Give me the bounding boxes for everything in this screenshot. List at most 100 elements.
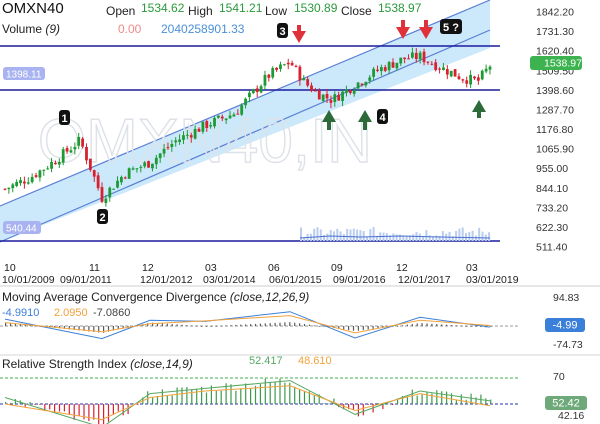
- up-arrow-icon[interactable]: [472, 100, 486, 118]
- rsi-histogram: [5, 378, 492, 424]
- rsi-histogram-bar: [117, 404, 119, 412]
- macd-histogram-bar: [289, 322, 291, 326]
- rsi-histogram-bar: [88, 404, 90, 422]
- volume-bar: [478, 227, 481, 241]
- candle-body: [422, 51, 426, 63]
- rsi-histogram-bar: [235, 390, 237, 404]
- candle-body: [131, 168, 135, 170]
- macd-histogram-bar: [250, 324, 252, 326]
- candle-body: [411, 52, 414, 58]
- price-axis-label: 1620.40: [536, 46, 574, 58]
- macd-histogram-bar: [357, 326, 359, 331]
- volume-bar: [428, 235, 431, 241]
- macd-histogram-bar: [181, 324, 183, 326]
- rsi-value-badge-text: 52.42: [552, 398, 580, 410]
- candle-body: [147, 161, 150, 168]
- rsi-histogram-bar: [289, 382, 291, 404]
- macd-histogram-bar: [103, 326, 105, 333]
- macd-histogram-bar: [338, 326, 340, 329]
- volume-bar: [375, 235, 378, 241]
- macd-histogram-bar: [225, 325, 227, 327]
- macd-histogram-bar: [9, 323, 12, 326]
- rsi-histogram-bar: [475, 397, 477, 404]
- candle-body: [50, 161, 53, 169]
- rsi-histogram-bar: [250, 388, 252, 404]
- candle-body: [310, 85, 313, 92]
- rsi-histogram-bar: [83, 404, 85, 420]
- candle-body: [275, 67, 278, 70]
- price-axis[interactable]: 1842.201731.301620.401509.501398.601287.…: [536, 7, 574, 254]
- rsi-histogram-bar: [93, 404, 95, 420]
- rsi-histogram-bar: [294, 386, 296, 404]
- candle-body: [30, 176, 34, 183]
- candle-body: [453, 69, 457, 77]
- volume-bar: [468, 231, 471, 241]
- down-arrow-icon[interactable]: [396, 20, 410, 39]
- level-badge-upper: [3, 67, 45, 80]
- candle-body: [414, 52, 418, 60]
- macd-histogram-bar: [490, 326, 492, 327]
- macd-histogram-bar: [367, 326, 369, 330]
- macd-histogram-bar: [186, 325, 188, 326]
- rsi-histogram-bar: [460, 394, 462, 404]
- macd-histogram-bar: [83, 326, 85, 331]
- rsi-histogram-bar: [279, 378, 281, 404]
- macd-histogram-bar: [416, 323, 418, 326]
- candle-body: [329, 100, 333, 103]
- macd-histogram-bar: [406, 324, 408, 326]
- price-axis-label: 1731.30: [536, 26, 574, 38]
- channel-lower-line[interactable]: [0, 29, 491, 243]
- up-arrow-icon[interactable]: [358, 110, 372, 130]
- macd-histogram-bar: [254, 323, 257, 326]
- rsi-histogram-bar: [29, 402, 31, 404]
- macd-histogram-bar: [63, 326, 65, 329]
- wave-label-2[interactable]: 2: [97, 209, 108, 224]
- candle-body: [151, 163, 154, 169]
- rsi-histogram-bar: [284, 382, 286, 404]
- macd-histogram-bar: [24, 324, 26, 326]
- date-axis-top-label: 03: [466, 262, 478, 274]
- price-axis-label: 511.40: [536, 242, 567, 254]
- date-axis[interactable]: 10 11 12 03 06 09 12 03 10/01/2009 09/01/2011 12/0…: [2, 262, 519, 286]
- rsi-histogram-bar: [401, 396, 404, 404]
- candle-body: [457, 76, 461, 80]
- candle-body: [185, 134, 189, 136]
- up-arrow-icon[interactable]: [322, 110, 336, 130]
- candle-body: [224, 118, 228, 121]
- down-arrow-icon[interactable]: [419, 20, 433, 39]
- rsi-histogram-bar: [166, 395, 168, 404]
- macd-histogram-bar: [73, 326, 75, 330]
- candle-body: [476, 77, 480, 81]
- candle-body: [290, 62, 294, 66]
- rsi-histogram-bar: [210, 385, 212, 404]
- symbol-title: OMXN40: [2, 0, 64, 17]
- candle-body: [61, 149, 65, 163]
- volume-bar: [352, 228, 355, 241]
- macd-histogram-bar: [450, 325, 453, 326]
- macd-histogram-bar: [436, 324, 438, 326]
- macd-histogram-bar: [465, 326, 467, 327]
- macd-histogram-bar: [166, 323, 168, 326]
- wave-label-5[interactable]: 5 ?: [440, 19, 462, 34]
- macd-histogram-bar: [470, 326, 472, 327]
- volume-bar: [441, 231, 444, 241]
- candle-body: [391, 62, 395, 68]
- wave-label-1[interactable]: 1: [59, 110, 70, 125]
- macd-histogram-bar: [269, 323, 271, 326]
- candle-body: [360, 83, 364, 85]
- wave-label-3[interactable]: 3: [277, 23, 288, 38]
- macd-histogram-bar: [127, 326, 129, 328]
- wave-label-4[interactable]: 4: [377, 109, 388, 124]
- macd-histogram-bar: [475, 326, 477, 327]
- volume-bar: [342, 234, 345, 241]
- macd-histogram-bar: [152, 322, 154, 326]
- volume-bar: [488, 232, 491, 241]
- rsi-histogram-bar: [78, 404, 80, 417]
- macd-histogram-bar: [362, 326, 364, 331]
- volume-bar: [474, 235, 477, 241]
- down-arrow-icon[interactable]: [292, 25, 306, 43]
- rsi-histogram-bar: [436, 390, 438, 404]
- rsi-histogram-bar: [406, 396, 408, 404]
- date-axis-top-label: 10: [4, 262, 16, 274]
